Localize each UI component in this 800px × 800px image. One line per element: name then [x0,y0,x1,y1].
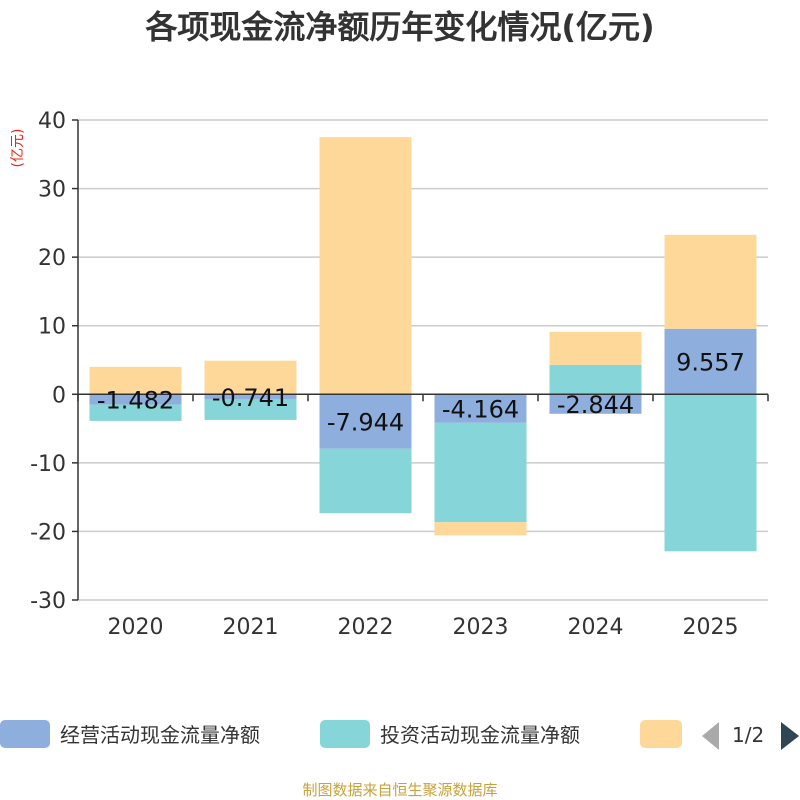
chart-title: 各项现金流净额历年变化情况(亿元) [145,8,654,46]
bars [89,137,757,552]
legend-label-operating[interactable]: 经营活动现金流量净额 [60,723,260,747]
y-tick-label: 0 [52,383,66,408]
bar-2023-series-3[interactable] [434,522,527,536]
bar-2024-series-3[interactable] [549,331,642,365]
bar-2020-series-2[interactable] [89,404,182,421]
x-tick-label: 2022 [338,615,394,640]
data-label-2021: -0.741 [212,384,289,412]
y-tick-label: 30 [38,178,66,203]
legend-label-investing[interactable]: 投资活动现金流量净额 [380,723,580,747]
y-tick-label: 10 [38,315,66,340]
legend: 经营活动现金流量净额 投资活动现金流量净额 1/2 [0,720,799,750]
legend-swatch-financing[interactable] [640,720,682,748]
y-tick-label: -20 [30,520,66,545]
bar-2021-series-3[interactable] [204,360,297,395]
data-label-2024: -2.844 [557,391,634,419]
x-tick-label: 2020 [108,615,164,640]
data-label-2022: -7.944 [327,409,404,437]
bar-2024-series-2[interactable] [549,364,642,395]
x-tick-label: 2023 [453,615,509,640]
bar-2025-series-3[interactable] [664,234,757,329]
source-note: 制图数据来自恒生聚源数据库 [302,781,497,799]
legend-next-page-icon[interactable] [781,722,799,750]
y-axis-label: (亿元) [10,129,26,168]
bar-2022-series-3[interactable] [319,137,412,395]
axes: 40 30 20 10 0 -10 -20 -30 2020 2021 2022 2023 2024 20… [30,109,769,640]
bar-2020-series-3[interactable] [89,366,182,395]
bar-2025-series-2[interactable] [664,394,757,552]
bar-2024-series-1[interactable] [549,394,642,414]
y-tick-label: 20 [38,246,66,271]
x-tick-label: 2024 [568,615,624,640]
x-tick-label: 2025 [683,615,739,640]
bar-2023-series-1[interactable] [434,394,527,423]
bar-2025-series-1[interactable] [664,328,757,395]
grid [78,119,768,601]
x-tick-label: 2021 [223,615,279,640]
data-label-2020: -1.482 [97,386,174,414]
legend-swatch-operating[interactable] [0,720,50,748]
data-label-2025: 9.557 [676,349,745,377]
legend-prev-page-icon[interactable] [702,722,719,750]
data-label-2023: -4.164 [442,396,519,424]
legend-page-indicator: 1/2 [732,723,764,747]
bar-2021-series-1[interactable] [204,394,297,400]
bar-2020-series-1[interactable] [89,394,182,405]
bar-2022-series-2[interactable] [319,448,412,514]
bar-2022-series-1[interactable] [319,394,412,449]
y-tick-label: 40 [38,109,66,134]
legend-swatch-investing[interactable] [320,720,370,748]
data-labels: -1.482 -0.741 -7.944 -4.164 -2.844 9.557 [97,349,745,437]
y-tick-label: -30 [30,589,66,614]
y-tick-label: -10 [30,452,66,477]
bar-2021-series-2[interactable] [204,399,297,420]
bar-2023-series-2[interactable] [434,422,527,523]
